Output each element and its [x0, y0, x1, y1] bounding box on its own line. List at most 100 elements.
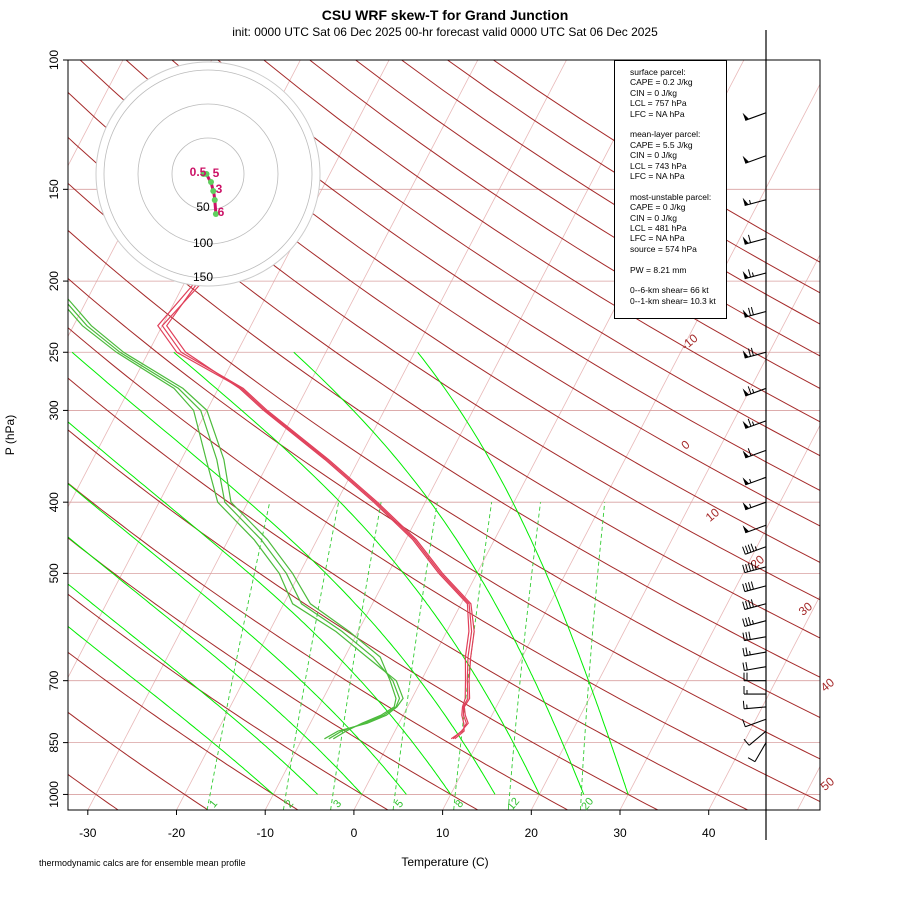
moist-adiabat: [68, 421, 452, 795]
hodograph-height-label: 6: [218, 205, 225, 219]
wind-barb: [742, 631, 767, 642]
stats-line: CIN = 0 J/kg: [630, 212, 678, 223]
dewpoint-trace: [68, 298, 397, 740]
stats-section: 0--6-km shear= 66 kt 0--1-km shear= 10.3 …: [630, 285, 726, 306]
chart-title: CSU WRF skew-T for Grand Junction: [321, 7, 569, 23]
isotherm-line: [68, 60, 390, 679]
y-tick-label: 500: [47, 563, 61, 583]
wind-barb: [742, 197, 767, 207]
wind-barb-shaft: [745, 501, 767, 511]
stats-line: PW = 8.21 mm: [630, 264, 687, 275]
wind-barb-feather: [742, 719, 746, 727]
wind-barb-shaft: [754, 742, 767, 762]
wind-barb: [742, 581, 767, 593]
stats-section: mean-layer parcel: CAPE = 5.5 J/kg CIN = 0…: [630, 129, 726, 181]
wind-barb-half-feather: [751, 620, 754, 625]
hodograph-point: [203, 171, 210, 177]
x-tick-label: 10: [436, 826, 450, 840]
dry-adiabat: [263, 60, 820, 423]
wind-barb: [742, 700, 767, 710]
wind-barb: [742, 306, 767, 318]
stats-line: source = 574 hPa: [630, 243, 697, 254]
moist-adiabat: [71, 351, 496, 795]
wind-barb-feather: [750, 581, 754, 590]
wind-barb-flag: [742, 270, 749, 279]
wind-barb-half-feather: [749, 503, 752, 508]
wind-barb-half-feather: [749, 650, 751, 655]
wind-barb-half-feather: [749, 478, 752, 483]
wind-barb-shaft: [744, 585, 767, 593]
wind-barb: [742, 616, 767, 627]
wind-barb-shaft: [744, 199, 767, 207]
dry-adiabat: [68, 711, 209, 810]
stats-line: 0--1-km shear= 10.3 kt: [630, 295, 716, 306]
wind-barb-flag: [742, 350, 749, 358]
wind-barb-feather: [747, 418, 752, 427]
dry-adiabat: [68, 537, 479, 810]
wind-barb-shaft: [748, 730, 767, 746]
wind-barb-feather: [748, 631, 751, 640]
y-tick-label: 150: [47, 179, 61, 199]
wind-barb-flag: [742, 477, 750, 485]
dry-adiabat: [171, 60, 820, 492]
dry-adiabat: [68, 377, 748, 810]
wind-barb-feather: [747, 307, 752, 316]
wind-barb-feather: [742, 583, 746, 592]
dry-adiabat: [68, 593, 389, 810]
stats-line: CAPE = 0 J/kg: [630, 202, 686, 213]
wind-barb: [742, 718, 767, 728]
y-tick-label: 300: [47, 400, 61, 420]
wind-barb: [742, 448, 767, 459]
wind-barb-feather: [742, 601, 746, 610]
wind-barb-shaft: [745, 155, 767, 164]
isotherm-line: [442, 83, 820, 810]
moist-adiabat: [68, 625, 274, 795]
dry-adiabat: [79, 60, 820, 563]
hodograph-point: [211, 197, 218, 203]
wind-barb-half-feather: [751, 421, 755, 426]
parcel-stats-box: surface parcel: CAPE = 0.2 J/kg CIN = 0 J/…: [614, 60, 727, 319]
wind-barb-shaft: [744, 310, 767, 318]
wind-barb-half-feather: [751, 388, 755, 394]
dry-adiabat: [68, 482, 569, 810]
wind-barb-feather: [750, 562, 754, 571]
wind-barb-feather: [747, 448, 752, 456]
wind-barb-feather: [747, 544, 752, 553]
wind-barb-feather: [750, 543, 755, 552]
stats-line: CIN = 0 J/kg: [630, 150, 678, 161]
dry-adiabat: [217, 60, 820, 457]
wind-barb: [742, 524, 767, 534]
wind-barb-flag: [742, 525, 750, 533]
moist-adiabat: [68, 483, 407, 795]
wind-barb: [743, 730, 767, 746]
dry-adiabat: [68, 327, 820, 803]
wind-barb-feather: [742, 632, 745, 641]
dry-adiabat-label: 50: [818, 774, 837, 794]
plot-frame: [67, 59, 821, 811]
stats-line: 0--6-km shear= 66 kt: [630, 285, 709, 296]
wind-barb: [742, 599, 767, 610]
wind-barb-half-feather: [754, 565, 757, 570]
y-tick-label: 1000: [47, 781, 61, 808]
hodograph-ring: [103, 69, 313, 279]
hodograph-ring-label: 100: [193, 236, 213, 250]
moist-adiabat: [173, 351, 540, 795]
hodograph-ring-label: 50: [196, 200, 210, 214]
dry-adiabat-label: 0: [678, 437, 692, 452]
x-axis-label: Temperature (C): [401, 855, 489, 869]
stats-line: LCL = 757 hPa: [630, 98, 687, 109]
dry-adiabat: [68, 229, 820, 719]
moist-adiabat: [68, 583, 318, 795]
wind-barb-feather: [747, 234, 752, 243]
dry-adiabat: [68, 182, 820, 678]
stats-line: CAPE = 0.2 J/kg: [630, 77, 693, 88]
wind-barb-feather: [747, 616, 752, 625]
mixing-ratio-line: [282, 502, 340, 810]
hodograph-ring: [137, 103, 279, 245]
dry-adiabat: [68, 429, 659, 810]
wind-barb-half-feather: [754, 546, 758, 551]
stats-line: LCL = 481 hPa: [630, 223, 687, 234]
y-tick-label: 250: [47, 342, 61, 362]
